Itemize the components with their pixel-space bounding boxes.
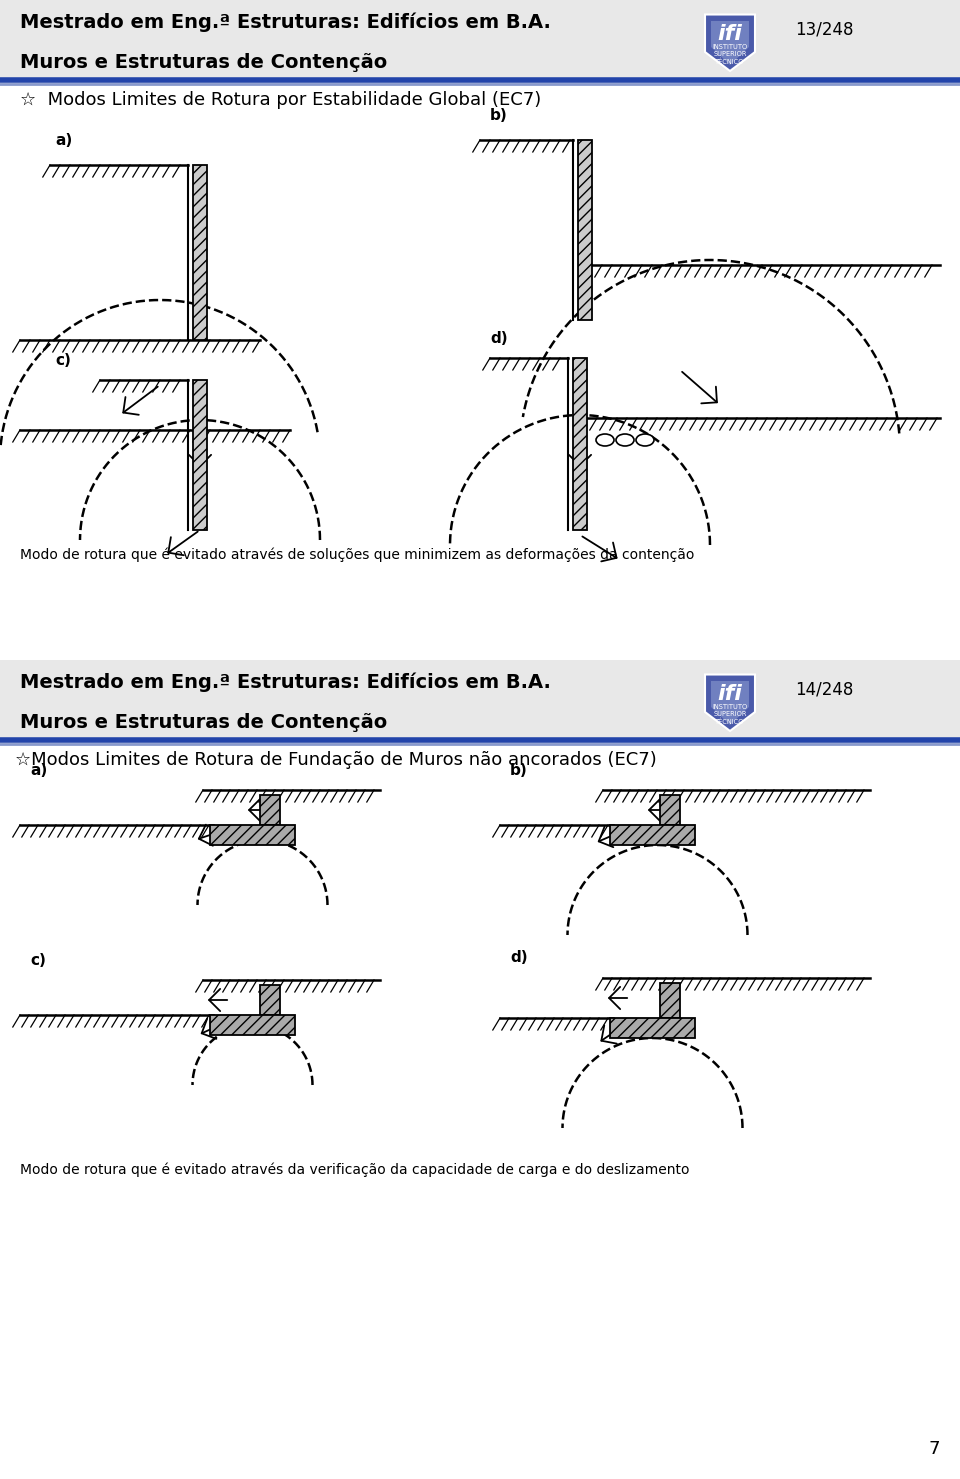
Text: c): c) — [55, 353, 71, 368]
Text: ☆  Modos Limites de Rotura por Estabilidade Global (EC7): ☆ Modos Limites de Rotura por Estabilida… — [20, 92, 541, 109]
Text: Modo de rotura que é evitado através de soluções que minimizem as deformações da: Modo de rotura que é evitado através de … — [20, 547, 694, 562]
Text: Muros e Estruturas de Contenção: Muros e Estruturas de Contenção — [20, 713, 387, 732]
Bar — [260, 796, 280, 825]
Ellipse shape — [616, 433, 634, 447]
Text: 13/248: 13/248 — [795, 21, 853, 38]
Bar — [210, 825, 295, 845]
Text: d): d) — [490, 331, 508, 346]
Text: ifi: ifi — [717, 25, 742, 44]
Polygon shape — [711, 21, 749, 65]
Bar — [193, 166, 207, 340]
Bar — [573, 358, 587, 529]
Bar — [660, 796, 680, 825]
Text: ☆Modos Limites de Rotura de Fundação de Muros não ancorados (EC7): ☆Modos Limites de Rotura de Fundação de … — [15, 751, 657, 769]
Bar — [0, 0, 960, 84]
Text: b): b) — [510, 763, 528, 778]
Ellipse shape — [596, 433, 614, 447]
Polygon shape — [705, 674, 755, 731]
Ellipse shape — [636, 433, 654, 447]
Bar — [610, 1018, 695, 1038]
Text: INSTITUTO
SUPERIOR
TÉCNICO: INSTITUTO SUPERIOR TÉCNICO — [712, 44, 748, 65]
Text: c): c) — [30, 952, 46, 967]
Text: INSTITUTO
SUPERIOR
TÉCNICO: INSTITUTO SUPERIOR TÉCNICO — [712, 704, 748, 725]
Bar — [660, 984, 680, 1018]
Polygon shape — [705, 15, 755, 71]
Text: a): a) — [30, 763, 47, 778]
Bar — [578, 141, 592, 319]
Text: 7: 7 — [928, 1441, 940, 1458]
Text: b): b) — [490, 108, 508, 123]
Text: Mestrado em Eng.ª Estruturas: Edifícios em B.A.: Mestrado em Eng.ª Estruturas: Edifícios … — [20, 12, 551, 31]
Bar — [193, 380, 207, 529]
Text: ifi: ifi — [717, 685, 742, 704]
Bar — [610, 825, 695, 845]
Text: a): a) — [55, 133, 72, 148]
Text: 14/248: 14/248 — [795, 680, 853, 700]
Text: d): d) — [510, 950, 528, 964]
Text: Muros e Estruturas de Contenção: Muros e Estruturas de Contenção — [20, 52, 387, 71]
Text: Modo de rotura que é evitado através da verificação da capacidade de carga e do : Modo de rotura que é evitado através da … — [20, 1162, 689, 1177]
Bar — [210, 1015, 295, 1035]
Text: Mestrado em Eng.ª Estruturas: Edifícios em B.A.: Mestrado em Eng.ª Estruturas: Edifícios … — [20, 673, 551, 692]
Bar — [0, 660, 960, 745]
Bar — [260, 985, 280, 1015]
Polygon shape — [711, 680, 749, 725]
